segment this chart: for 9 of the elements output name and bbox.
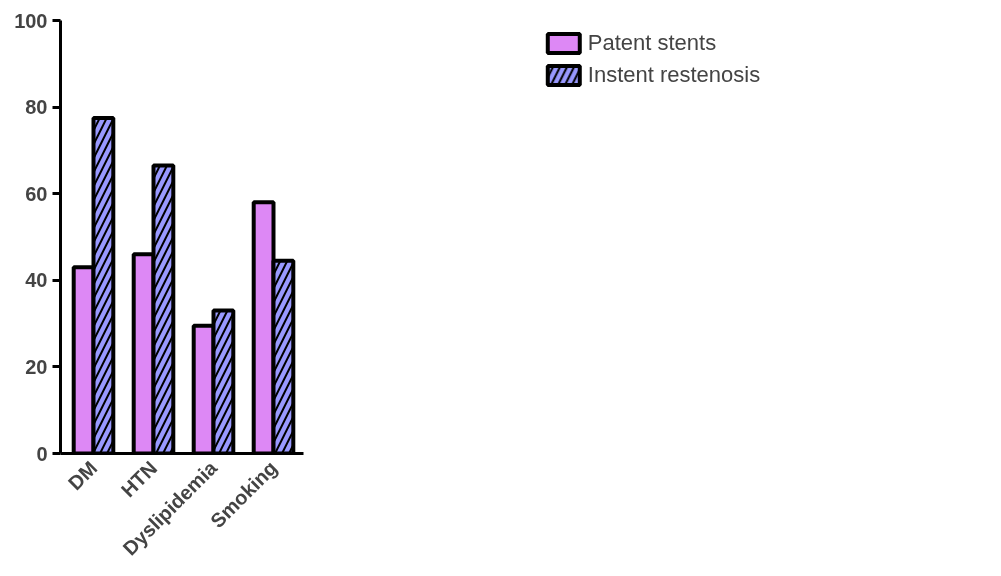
y-tick-label: 80 xyxy=(25,96,48,119)
legend-label: Instent restenosis xyxy=(587,62,761,88)
y-tick-label: 40 xyxy=(25,269,48,292)
legend-label: Patent stents xyxy=(587,30,717,56)
y-tick-label: 100 xyxy=(14,9,48,32)
y-tick-label: 60 xyxy=(25,182,48,205)
y-tick-label: 20 xyxy=(25,355,48,378)
y-tick-label: 0 xyxy=(36,442,48,465)
x-tick-label: DM xyxy=(63,456,102,495)
